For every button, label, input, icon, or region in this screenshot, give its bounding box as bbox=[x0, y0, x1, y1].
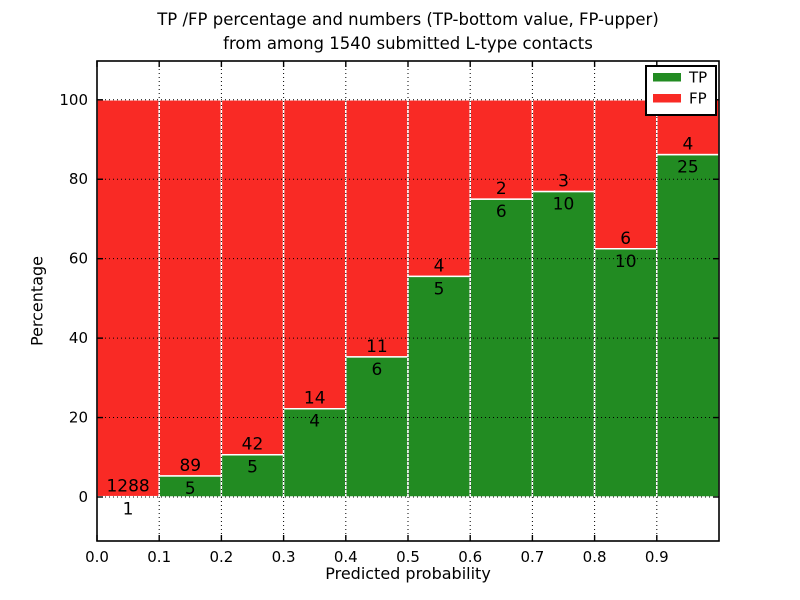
x-tick-label: 0.7 bbox=[520, 548, 544, 566]
bar-tp-count-label: 5 bbox=[247, 458, 258, 478]
bar-tp-segment bbox=[407, 275, 471, 498]
bar-tp-count-label: 10 bbox=[553, 194, 575, 214]
legend-swatch-fp bbox=[653, 94, 681, 103]
y-tick-label: 20 bbox=[69, 409, 88, 427]
bar-fp-segment bbox=[220, 99, 285, 456]
bar-fp-count-label: 2 bbox=[496, 179, 507, 199]
bar-fp-count-label: 11 bbox=[366, 337, 388, 357]
bar-tp-segment bbox=[531, 190, 596, 498]
y-tick-label: 40 bbox=[69, 329, 88, 347]
x-tick-label: 0.6 bbox=[458, 548, 482, 566]
bar-fp-count-label: 42 bbox=[242, 435, 264, 455]
x-tick-label: 0.4 bbox=[334, 548, 358, 566]
chart-title-line1: TP /FP percentage and numbers (TP-bottom… bbox=[157, 10, 659, 29]
x-tick-label: 0.0 bbox=[85, 548, 109, 566]
bar-fp-count-label: 89 bbox=[179, 456, 201, 476]
legend-swatch-tp bbox=[653, 73, 681, 82]
x-tick-label: 0.3 bbox=[272, 548, 296, 566]
bar-fp-segment bbox=[531, 99, 596, 193]
chart-title-line2: from among 1540 submitted L-type contact… bbox=[223, 34, 593, 53]
chart-title: TP /FP percentage and numbers (TP-bottom… bbox=[97, 8, 719, 56]
bar-fp-count-label: 3 bbox=[558, 171, 569, 191]
x-axis-label: Predicted probability bbox=[325, 564, 491, 583]
legend-label-fp: FP bbox=[689, 90, 707, 108]
bar-tp-count-label: 4 bbox=[309, 412, 320, 432]
bar-fp-count-label: 4 bbox=[682, 135, 693, 155]
bar-tp-segment bbox=[345, 356, 409, 498]
y-axis-label: Percentage bbox=[27, 255, 47, 347]
bar-fp-segment bbox=[345, 99, 409, 358]
x-tick-label: 0.1 bbox=[147, 548, 171, 566]
bar-fp-count-label: 6 bbox=[620, 229, 631, 249]
bar-tp-segment bbox=[469, 198, 534, 498]
bar-fp-segment bbox=[96, 99, 160, 498]
bar-tp-segment bbox=[593, 248, 658, 498]
y-tick-label: 80 bbox=[69, 170, 88, 188]
bar-tp-count-label: 5 bbox=[434, 279, 445, 299]
bar-fp-count-label: 4 bbox=[434, 256, 445, 276]
x-tick-label: 0.5 bbox=[396, 548, 420, 566]
bar-fp-count-label: 14 bbox=[304, 389, 326, 409]
y-tick-label: 0 bbox=[78, 488, 88, 506]
bar-fp-segment bbox=[407, 99, 471, 278]
y-tick-label: 60 bbox=[69, 250, 88, 268]
y-tick-label: 100 bbox=[59, 91, 88, 109]
bar-tp-segment bbox=[656, 153, 720, 498]
bar-tp-count-label: 10 bbox=[615, 252, 637, 272]
bar-fp-count-label: 1288 bbox=[106, 477, 149, 497]
bar-tp-count-label: 5 bbox=[185, 479, 196, 499]
bar-fp-segment bbox=[158, 99, 223, 477]
x-tick-label: 0.8 bbox=[583, 548, 607, 566]
bar-fp-segment bbox=[593, 99, 658, 250]
legend-label-tp: TP bbox=[688, 69, 707, 87]
x-tick-label: 0.9 bbox=[645, 548, 669, 566]
x-tick-label: 0.2 bbox=[209, 548, 233, 566]
bar-fp-segment bbox=[282, 99, 347, 410]
bar-tp-count-label: 6 bbox=[496, 202, 507, 222]
bar-tp-count-label: 25 bbox=[677, 158, 699, 178]
bar-tp-count-label: 6 bbox=[371, 360, 382, 380]
bar-tp-count-label: 1 bbox=[123, 500, 134, 520]
